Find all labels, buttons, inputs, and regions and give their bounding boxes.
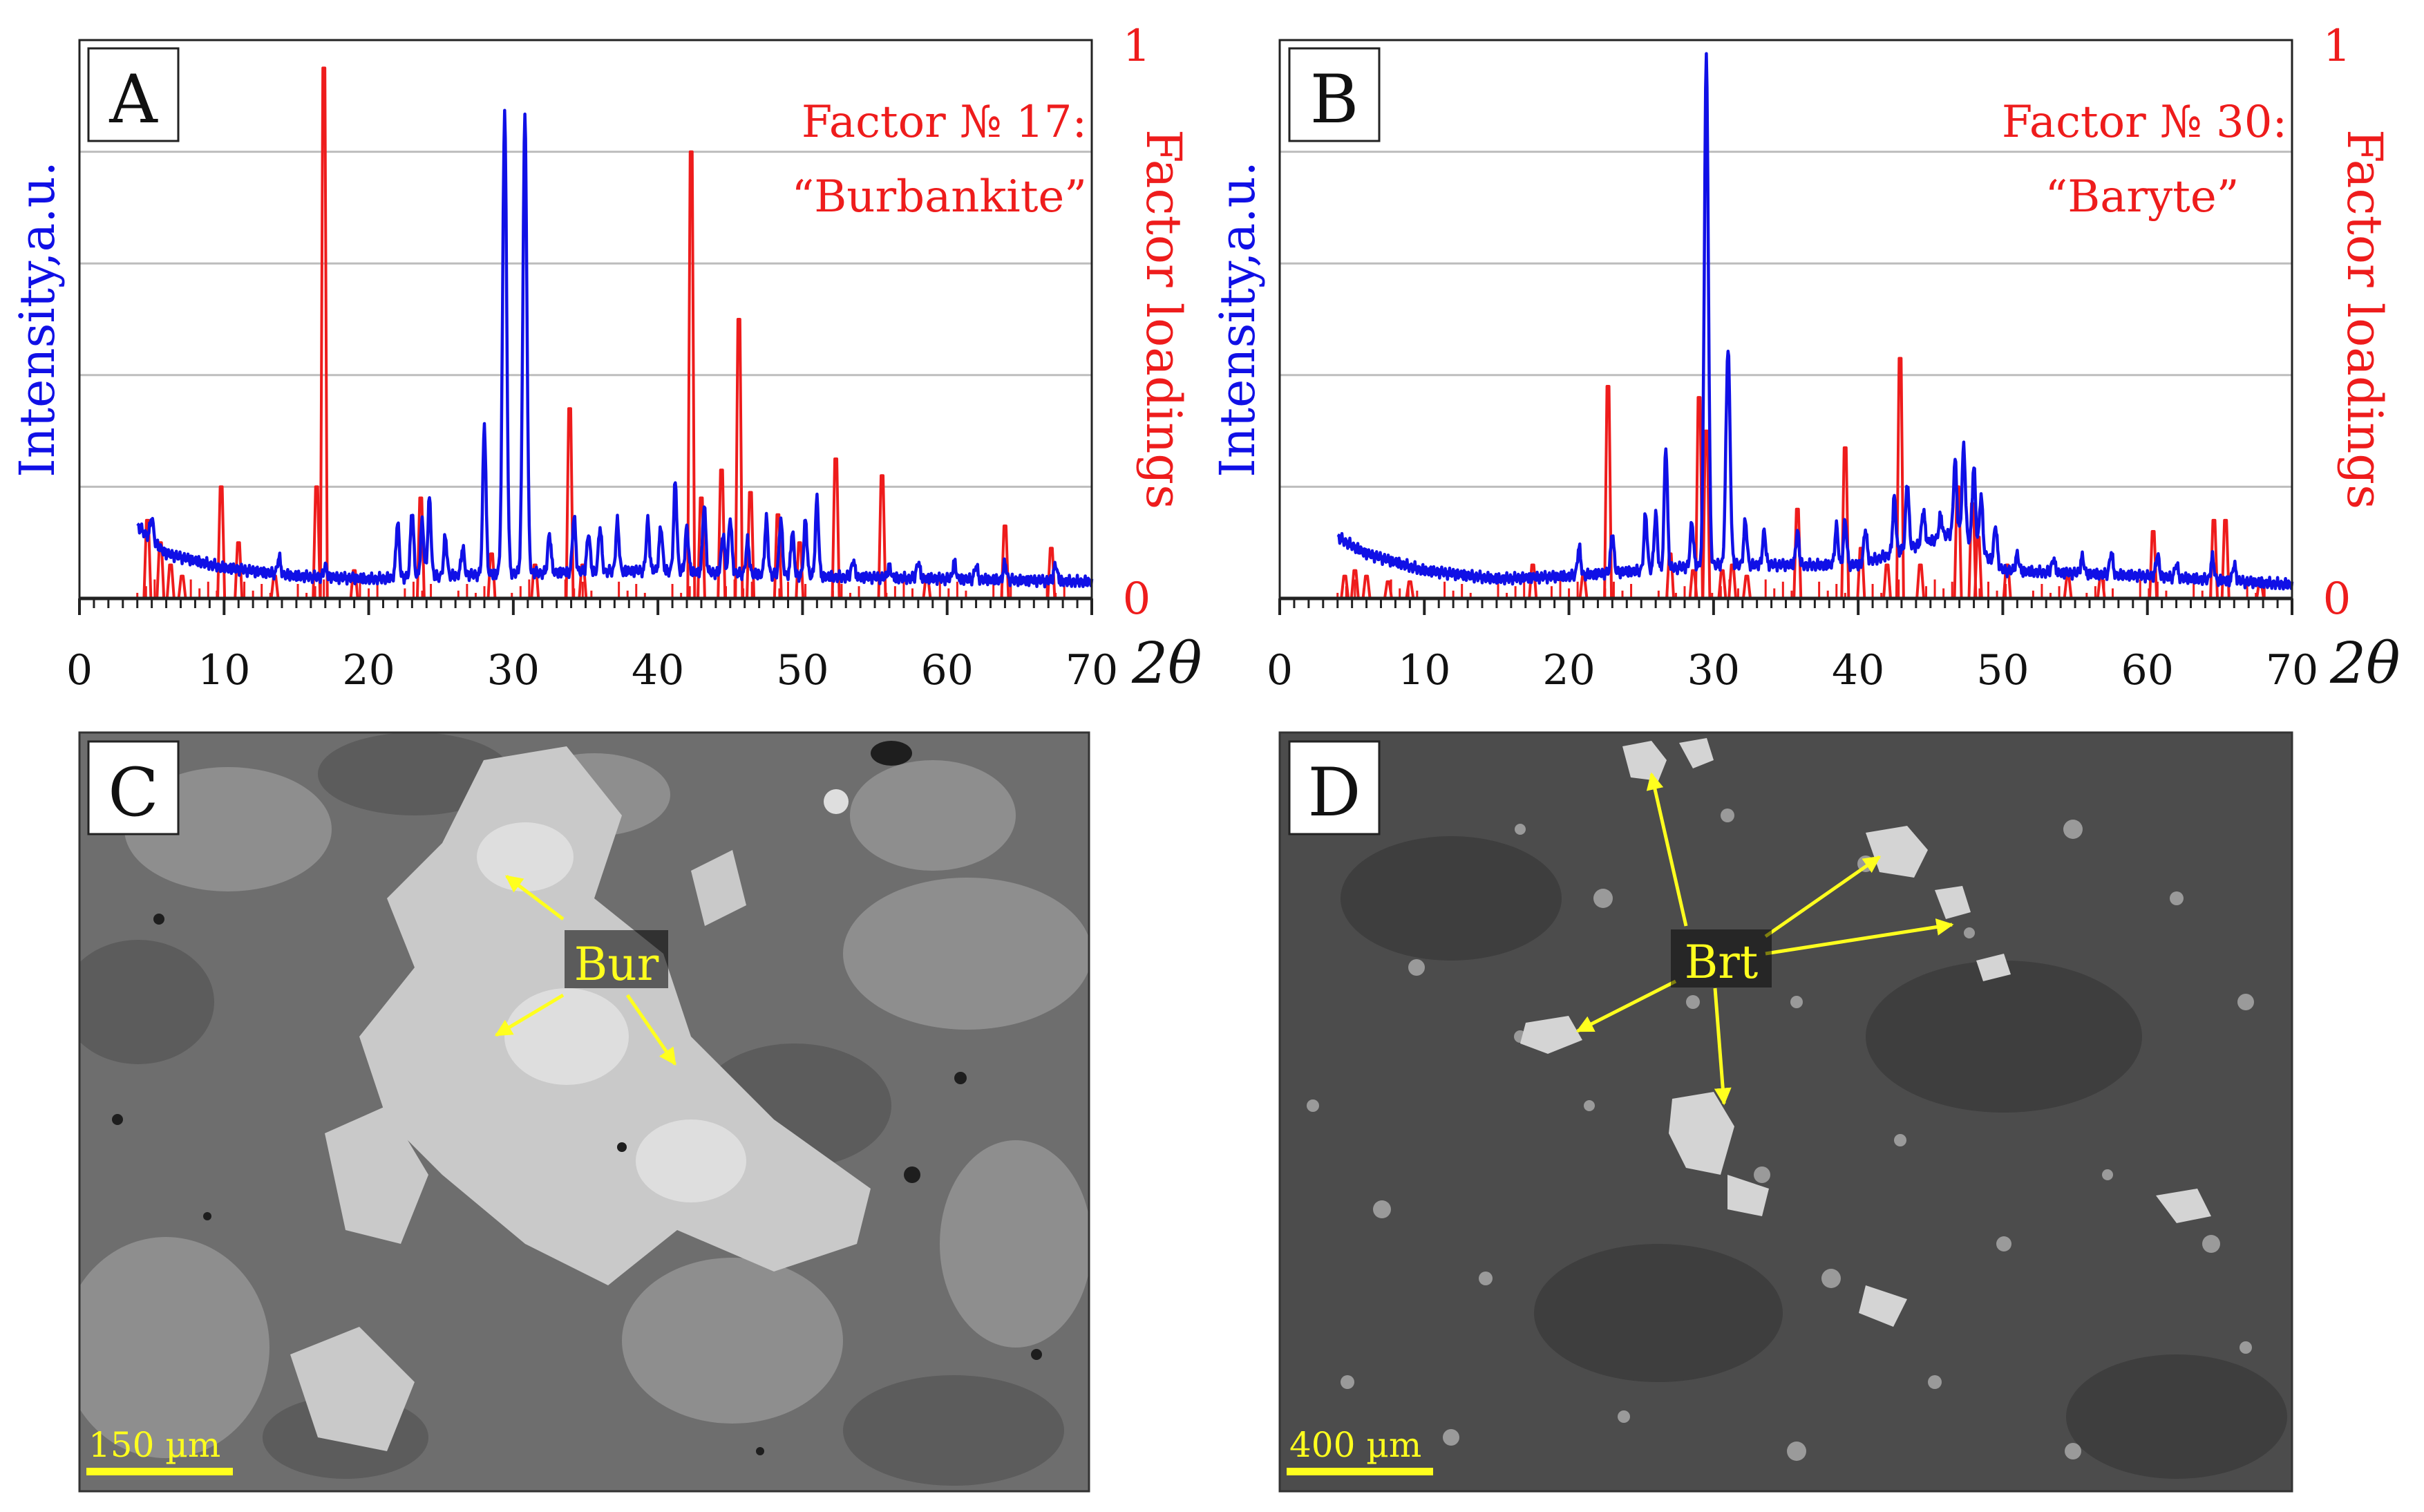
chart-a-x-ticks [78,596,1093,615]
chart-b-grid [1280,151,2292,488]
image-c-annotation-box [565,930,668,988]
chart-a-x-ticklabel: 40 [632,646,684,694]
chart-b-x-ticklabels: 0 10 20 30 40 50 60 70 [1267,646,2318,694]
image-d-scale-bar [1287,1468,1433,1475]
chart-a: 0 10 20 30 40 50 60 70 A Factor № 17: “Burbanki… [9,21,1202,697]
chart-a-y-left-label: Intensity,a.u. [9,161,66,478]
chart-a-x-ticklabel: 70 [1066,646,1118,694]
chart-a-x-ticklabel: 50 [776,646,828,694]
image-d-panel-label: D [1308,754,1361,831]
chart-b-panel-label-box [1288,47,1381,142]
image-d-arrow-1 [1646,772,1688,927]
chart-a-panel-label: A [108,61,158,138]
chart-b-x-ticks [1278,596,2293,615]
chart-b-y-right-tick-max: 1 [2323,21,2351,72]
chart-b-x-ticklabel: 40 [1832,646,1884,694]
image-d-panel-label-box [1288,740,1381,835]
chart-b-y-right-label: Factor loadings [2336,129,2393,509]
chart-b-panel-label: B [1310,61,1359,138]
image-c-panel-label: C [108,754,158,831]
image-c-frame [78,731,1090,1493]
image-c-annotation: Bur [574,938,659,991]
chart-a-x-ticklabel: 0 [66,646,93,694]
chart-b-x-ticklabel: 50 [1976,646,2029,694]
image-c: C Bur 150 µm [78,731,1090,1493]
image-d-micrograph [1280,733,2292,1491]
chart-b-x-ticklabel: 60 [2121,646,2174,694]
image-d: D Brt 400 µm [1278,731,2293,1493]
chart-a-title: Factor № 17: [802,97,1087,148]
chart-a-x-label: 2θ [1131,631,1202,697]
chart-a-x-ticklabels: 0 10 20 30 40 50 60 70 [66,646,1118,694]
chart-b-x-ticklabel: 20 [1542,646,1595,694]
chart-a-x-ticklabel: 30 [487,646,540,694]
chart-a-panel-label-box [87,47,180,142]
image-d-arrow-3 [1765,918,1954,956]
chart-a-x-ticklabel: 10 [198,646,250,694]
chart-b-title: Factor № 30: [2002,97,2287,148]
image-c-arrow-1 [505,875,565,920]
chart-a-factor-peak [734,318,744,600]
chart-b-y-right-tick-zero: 0 [2323,574,2351,625]
image-d-arrows [1575,772,1954,1106]
chart-a-subtitle: “Burbankite” [792,171,1087,223]
chart-b-x-label: 2θ [2329,631,2401,697]
chart-a-grid [79,151,1092,488]
chart-b-x-ticklabel: 30 [1687,646,1740,694]
chart-a-y-right-tick-zero: 0 [1123,574,1151,625]
chart-b-factor-peak [2063,574,2073,600]
chart-a-factor-peak [319,66,329,600]
image-d-frame [1278,731,2293,1493]
chart-a-factor-peak [216,485,227,600]
chart-b-factor-peak [1741,574,1752,600]
chart-a-factor-peak [165,563,176,600]
chart-b-y-left-label: Intensity,a.u. [1209,161,1266,478]
chart-a-y-right-label: Factor loadings [1135,129,1192,509]
chart-b-factor-peak [1895,357,1905,600]
chart-b: 0 10 20 30 40 50 60 70 B Factor № 30: “Baryte” … [1209,21,2401,697]
chart-b-intensity-line [1336,52,2294,591]
chart-a-intensity-line [136,108,1094,589]
image-c-arrow-2 [494,993,565,1037]
image-d-annotation-box [1671,929,1772,987]
chart-b-subtitle: “Baryte” [2045,171,2240,223]
chart-a-x-ticklabel: 20 [342,646,395,694]
image-d-arrow-4 [1575,979,1677,1033]
image-d-arrow-5 [1713,987,1732,1106]
chart-a-factor-peak [177,574,187,600]
image-c-micrograph [79,733,1089,1491]
chart-b-factor-peak [1915,563,1926,600]
chart-a-x-ticklabel: 60 [921,646,974,694]
image-c-scale-bar-label: 150 µm [88,1425,220,1465]
image-c-scale-bar [86,1468,233,1475]
chart-b-x-ticklabel: 10 [1398,646,1450,694]
image-d-arrow-2 [1764,855,1882,938]
chart-b-x-ticklabel: 0 [1267,646,1293,694]
chart-b-x-ticklabel: 70 [2266,646,2318,694]
image-d-scale-bar-label: 400 µm [1289,1425,1421,1465]
image-c-arrow-3 [625,994,677,1066]
chart-a-y-right-tick-max: 1 [1123,21,1151,72]
image-d-annotation: Brt [1685,936,1759,989]
image-c-panel-label-box [87,740,180,835]
image-c-arrows [494,875,677,1066]
